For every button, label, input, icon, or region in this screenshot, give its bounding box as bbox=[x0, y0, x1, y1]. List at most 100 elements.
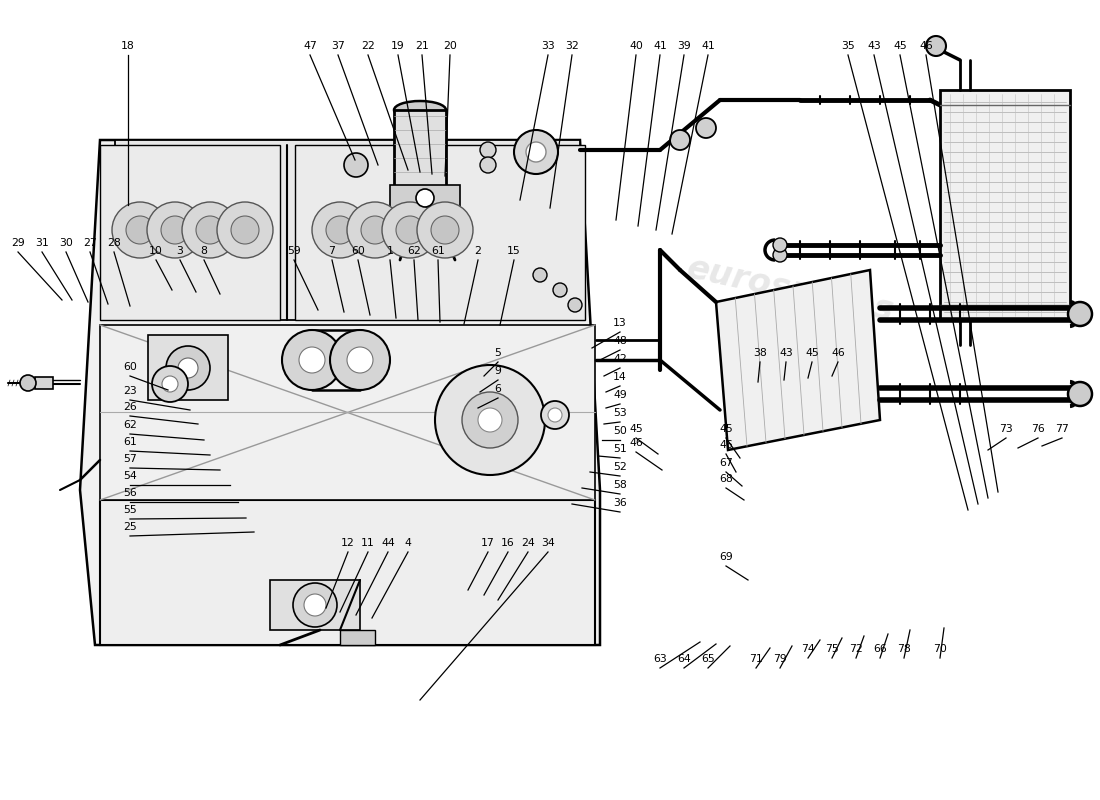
Text: 6: 6 bbox=[495, 384, 502, 394]
Circle shape bbox=[326, 216, 354, 244]
Circle shape bbox=[166, 346, 210, 390]
Text: 60: 60 bbox=[123, 362, 136, 372]
Circle shape bbox=[480, 142, 496, 158]
Text: 45: 45 bbox=[719, 424, 733, 434]
Text: 46: 46 bbox=[832, 348, 845, 358]
Circle shape bbox=[152, 366, 188, 402]
Text: 46: 46 bbox=[719, 440, 733, 450]
Text: 69: 69 bbox=[719, 552, 733, 562]
Text: 60: 60 bbox=[351, 246, 365, 256]
Text: 26: 26 bbox=[123, 402, 136, 412]
Text: 1: 1 bbox=[386, 246, 394, 256]
Text: 61: 61 bbox=[431, 246, 444, 256]
Text: 72: 72 bbox=[849, 644, 862, 654]
Text: 23: 23 bbox=[123, 386, 136, 396]
Text: 18: 18 bbox=[121, 41, 135, 51]
Text: 42: 42 bbox=[613, 354, 627, 364]
Circle shape bbox=[548, 408, 562, 422]
Circle shape bbox=[147, 202, 204, 258]
Circle shape bbox=[346, 347, 373, 373]
Text: 20: 20 bbox=[443, 41, 456, 51]
Text: eurospares: eurospares bbox=[94, 252, 307, 328]
Text: 49: 49 bbox=[613, 390, 627, 400]
Text: 29: 29 bbox=[11, 238, 25, 248]
Circle shape bbox=[696, 118, 716, 138]
Bar bbox=[340, 630, 375, 645]
Text: 41: 41 bbox=[653, 41, 667, 51]
Text: 48: 48 bbox=[613, 336, 627, 346]
Text: 35: 35 bbox=[842, 41, 855, 51]
Circle shape bbox=[417, 202, 473, 258]
Text: 22: 22 bbox=[361, 41, 375, 51]
Text: 58: 58 bbox=[613, 480, 627, 490]
Polygon shape bbox=[80, 140, 600, 645]
Circle shape bbox=[396, 216, 424, 244]
Text: 73: 73 bbox=[999, 424, 1013, 434]
Circle shape bbox=[20, 375, 36, 391]
Text: 70: 70 bbox=[933, 644, 947, 654]
Text: 54: 54 bbox=[123, 471, 136, 481]
Text: 51: 51 bbox=[613, 444, 627, 454]
Text: 25: 25 bbox=[123, 522, 136, 532]
Text: 41: 41 bbox=[701, 41, 715, 51]
Circle shape bbox=[182, 202, 238, 258]
Text: 46: 46 bbox=[629, 438, 642, 448]
Circle shape bbox=[304, 594, 326, 616]
Text: 68: 68 bbox=[719, 474, 733, 484]
Text: 33: 33 bbox=[541, 41, 554, 51]
Bar bbox=[270, 580, 360, 630]
Text: 56: 56 bbox=[123, 488, 136, 498]
Text: 30: 30 bbox=[59, 238, 73, 248]
Text: 47: 47 bbox=[304, 41, 317, 51]
Polygon shape bbox=[100, 500, 595, 645]
Text: 11: 11 bbox=[361, 538, 375, 548]
Circle shape bbox=[196, 216, 224, 244]
Circle shape bbox=[773, 248, 786, 262]
Text: 78: 78 bbox=[898, 644, 911, 654]
Text: 3: 3 bbox=[177, 246, 184, 256]
Text: 28: 28 bbox=[107, 238, 121, 248]
Text: 31: 31 bbox=[35, 238, 48, 248]
Text: 4: 4 bbox=[405, 538, 411, 548]
Text: 57: 57 bbox=[123, 454, 136, 464]
Bar bbox=[940, 90, 1070, 320]
Text: 40: 40 bbox=[629, 41, 642, 51]
Circle shape bbox=[293, 583, 337, 627]
Text: 36: 36 bbox=[613, 498, 627, 508]
Text: 50: 50 bbox=[613, 426, 627, 436]
Text: 21: 21 bbox=[415, 41, 429, 51]
Circle shape bbox=[478, 408, 502, 432]
Text: 34: 34 bbox=[541, 538, 554, 548]
Text: 39: 39 bbox=[678, 41, 691, 51]
Text: 64: 64 bbox=[678, 654, 691, 664]
Text: 67: 67 bbox=[719, 458, 733, 468]
Circle shape bbox=[346, 202, 403, 258]
Text: 53: 53 bbox=[613, 408, 627, 418]
Text: 71: 71 bbox=[749, 654, 763, 664]
Text: 10: 10 bbox=[150, 246, 163, 256]
Circle shape bbox=[162, 376, 178, 392]
Text: 55: 55 bbox=[123, 505, 136, 515]
Circle shape bbox=[773, 238, 786, 252]
Circle shape bbox=[462, 392, 518, 448]
Text: 12: 12 bbox=[341, 538, 355, 548]
Text: 77: 77 bbox=[1055, 424, 1069, 434]
Circle shape bbox=[217, 202, 273, 258]
Circle shape bbox=[112, 202, 168, 258]
Circle shape bbox=[431, 216, 459, 244]
Circle shape bbox=[161, 216, 189, 244]
Circle shape bbox=[1068, 382, 1092, 406]
Circle shape bbox=[361, 216, 389, 244]
Circle shape bbox=[553, 283, 566, 297]
Text: 63: 63 bbox=[653, 654, 667, 664]
Text: 46: 46 bbox=[920, 41, 933, 51]
Circle shape bbox=[382, 202, 438, 258]
Text: 27: 27 bbox=[84, 238, 97, 248]
Circle shape bbox=[534, 268, 547, 282]
Text: 37: 37 bbox=[331, 41, 345, 51]
Text: 15: 15 bbox=[507, 246, 521, 256]
Text: 32: 32 bbox=[565, 41, 579, 51]
Circle shape bbox=[526, 142, 546, 162]
Text: 19: 19 bbox=[392, 41, 405, 51]
Text: 24: 24 bbox=[521, 538, 535, 548]
